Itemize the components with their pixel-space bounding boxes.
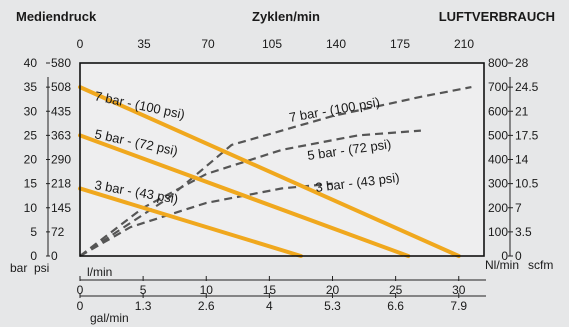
left-bar-tick-label: 40 [24, 56, 38, 70]
left-bar-tick-label: 10 [24, 201, 38, 215]
left-psi-tick-label: 363 [51, 128, 71, 142]
top-tick-label: 70 [201, 37, 215, 51]
right-nl-tick-label: 400 [488, 153, 508, 167]
header-left: Mediendruck [16, 9, 97, 24]
bottom-unit-gpm: gal/min [90, 311, 129, 325]
right-unit-nl: Nl/min [485, 258, 519, 272]
left-bar-tick-label: 20 [24, 153, 38, 167]
header-center: Zyklen/min [252, 9, 320, 24]
bottom-gpm-tick-label: 2.6 [198, 299, 215, 313]
left-bar-tick-label: 30 [24, 104, 38, 118]
right-scfm-tick-label: 28 [515, 56, 529, 70]
bottom-unit-lpm: l/min [87, 265, 112, 279]
bottom-gpm-tick-label: 0 [77, 299, 84, 313]
right-nl-tick-label: 800 [488, 56, 508, 70]
right-nl-tick-label: 200 [488, 201, 508, 215]
left-unit-bar: bar [10, 261, 27, 275]
right-nl-tick-label: 700 [488, 80, 508, 94]
top-tick-label: 0 [77, 37, 84, 51]
bottom-gpm-tick-label: 4 [266, 299, 273, 313]
header-right: LUFTVERBRAUCH [439, 9, 555, 24]
bottom-gpm-tick-label: 5.3 [324, 299, 341, 313]
left-psi-tick-label: 0 [51, 249, 58, 263]
top-tick-label: 175 [390, 37, 410, 51]
left-psi-tick-label: 580 [51, 56, 71, 70]
right-nl-tick-label: 100 [488, 225, 508, 239]
right-scfm-tick-label: 3.5 [515, 225, 532, 239]
right-nl-tick-label: 600 [488, 104, 508, 118]
top-tick-label: 105 [262, 37, 282, 51]
left-psi-tick-label: 145 [51, 201, 71, 215]
right-nl-tick-label: 300 [488, 177, 508, 191]
left-psi-tick-label: 72 [51, 225, 65, 239]
left-psi-tick-label: 218 [51, 177, 71, 191]
left-psi-tick-label: 435 [51, 104, 71, 118]
right-scfm-tick-label: 10.5 [515, 177, 539, 191]
right-unit-scfm: scfm [528, 258, 553, 272]
right-scfm-tick-label: 24.5 [515, 80, 539, 94]
left-bar-tick-label: 35 [24, 80, 38, 94]
top-tick-label: 140 [326, 37, 346, 51]
right-scfm-tick-label: 7 [515, 201, 522, 215]
bottom-gpm-tick-label: 6.6 [387, 299, 404, 313]
left-bar-tick-label: 5 [30, 225, 37, 239]
bottom-gpm-tick-label: 1.3 [135, 299, 152, 313]
right-nl-tick-label: 500 [488, 128, 508, 142]
top-tick-label: 35 [137, 37, 151, 51]
top-tick-label: 210 [454, 37, 474, 51]
left-unit-psi: psi [34, 261, 49, 275]
right-scfm-tick-label: 14 [515, 153, 529, 167]
left-psi-tick-label: 290 [51, 153, 71, 167]
right-scfm-tick-label: 21 [515, 104, 529, 118]
bottom-gpm-tick-label: 7.9 [450, 299, 467, 313]
left-bar-tick-label: 15 [24, 177, 38, 191]
left-psi-tick-label: 508 [51, 80, 71, 94]
right-scfm-tick-label: 17.5 [515, 128, 539, 142]
left-bar-tick-label: 25 [24, 128, 38, 142]
